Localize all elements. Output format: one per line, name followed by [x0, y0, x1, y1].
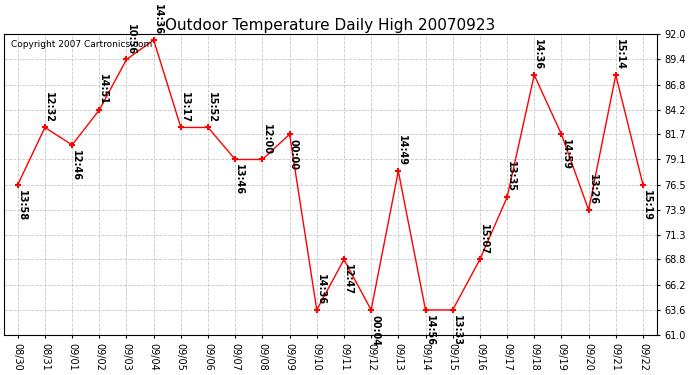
Text: Copyright 2007 Cartronics.com: Copyright 2007 Cartronics.com: [10, 40, 152, 49]
Text: 00:00: 00:00: [288, 139, 299, 170]
Text: 12:32: 12:32: [44, 92, 54, 123]
Text: 12:47: 12:47: [343, 264, 353, 296]
Text: 14:36: 14:36: [316, 274, 326, 305]
Text: 14:59: 14:59: [560, 139, 571, 170]
Text: 15:14: 15:14: [615, 39, 625, 70]
Text: 15:19: 15:19: [642, 190, 652, 220]
Text: 14:49: 14:49: [397, 135, 407, 166]
Text: 14:51: 14:51: [99, 74, 108, 105]
Text: 12:46: 12:46: [71, 150, 81, 181]
Text: 13:17: 13:17: [180, 92, 190, 123]
Text: 15:07: 15:07: [479, 224, 489, 255]
Title: Outdoor Temperature Daily High 20070923: Outdoor Temperature Daily High 20070923: [165, 18, 495, 33]
Text: 12:00: 12:00: [262, 124, 271, 154]
Text: 13:46: 13:46: [235, 164, 244, 195]
Text: 00:04: 00:04: [371, 315, 380, 346]
Text: 14:36: 14:36: [533, 39, 543, 70]
Text: 10:56: 10:56: [126, 24, 135, 55]
Text: 13:26: 13:26: [588, 174, 598, 205]
Text: 14:36: 14:36: [152, 4, 163, 35]
Text: 13:35: 13:35: [506, 162, 516, 192]
Text: 15:52: 15:52: [207, 92, 217, 123]
Text: 13:58: 13:58: [17, 190, 27, 221]
Text: 14:56: 14:56: [424, 315, 435, 346]
Text: 13:33: 13:33: [452, 315, 462, 346]
